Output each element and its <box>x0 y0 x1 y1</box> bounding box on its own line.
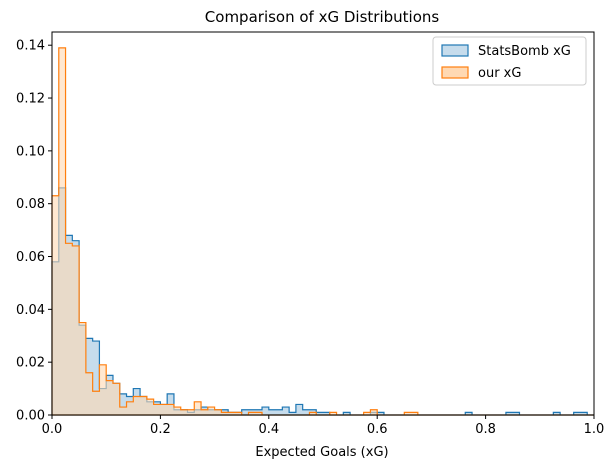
histogram-series-0 <box>51 187 594 416</box>
legend-swatch <box>441 66 469 79</box>
x-tick-label: 0.6 <box>367 422 388 437</box>
x-tick-label: 0.4 <box>258 422 279 437</box>
x-axis-label: Expected Goals (xG) <box>255 445 388 460</box>
x-tick-label: 0.2 <box>150 422 171 437</box>
legend-label: StatsBomb xG <box>478 44 571 59</box>
axes-frame <box>51 31 595 416</box>
plot-area <box>51 47 594 416</box>
chart-title: Comparison of xG Distributions <box>205 8 440 26</box>
x-tick-label: 0.0 <box>42 422 63 437</box>
histogram-series-1 <box>51 47 594 416</box>
x-tick-label: 0.8 <box>475 422 496 437</box>
legend-box <box>432 36 587 86</box>
y-tick-label: 0.02 <box>16 356 45 371</box>
legend: StatsBomb xG our xG <box>432 36 587 86</box>
legend-swatch <box>441 44 469 57</box>
y-tick-label: 0.04 <box>16 303 45 318</box>
x-tick-label: 1.0 <box>584 422 605 437</box>
legend-label: our xG <box>478 66 521 81</box>
y-tick-label: 0.08 <box>16 197 45 212</box>
y-tick-label: 0.12 <box>16 92 45 107</box>
axes-layer: 0.0 0.2 0.4 0.6 0.8 1.0 0.00 0.02 0.04 0.06 0.08 0.… <box>16 31 605 437</box>
y-tick-label: 0.00 <box>16 409 45 424</box>
y-tick-label: 0.10 <box>16 144 45 159</box>
y-tick-label: 0.14 <box>16 39 45 54</box>
y-tick-label: 0.06 <box>16 250 45 265</box>
